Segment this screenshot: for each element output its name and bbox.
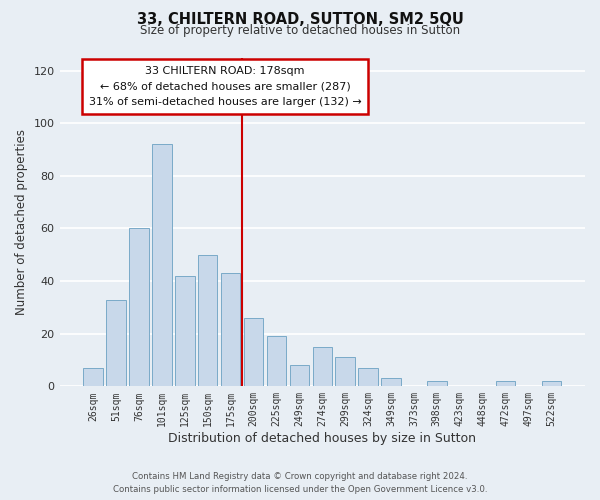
- Bar: [175, 276, 194, 386]
- Bar: [496, 381, 515, 386]
- Text: Contains HM Land Registry data © Crown copyright and database right 2024.
Contai: Contains HM Land Registry data © Crown c…: [113, 472, 487, 494]
- Bar: [427, 381, 446, 386]
- Text: 33, CHILTERN ROAD, SUTTON, SM2 5QU: 33, CHILTERN ROAD, SUTTON, SM2 5QU: [137, 12, 463, 28]
- Bar: [542, 381, 561, 386]
- Bar: [83, 368, 103, 386]
- Bar: [244, 318, 263, 386]
- Bar: [106, 300, 126, 386]
- Bar: [358, 368, 378, 386]
- X-axis label: Distribution of detached houses by size in Sutton: Distribution of detached houses by size …: [168, 432, 476, 445]
- Bar: [129, 228, 149, 386]
- Bar: [381, 378, 401, 386]
- Bar: [290, 366, 309, 386]
- Text: 33 CHILTERN ROAD: 178sqm
← 68% of detached houses are smaller (287)
31% of semi-: 33 CHILTERN ROAD: 178sqm ← 68% of detach…: [89, 66, 361, 107]
- Y-axis label: Number of detached properties: Number of detached properties: [15, 129, 28, 315]
- Bar: [267, 336, 286, 386]
- Bar: [152, 144, 172, 386]
- Bar: [198, 255, 217, 386]
- Bar: [335, 358, 355, 386]
- Text: Size of property relative to detached houses in Sutton: Size of property relative to detached ho…: [140, 24, 460, 37]
- Bar: [313, 347, 332, 387]
- Bar: [221, 273, 241, 386]
